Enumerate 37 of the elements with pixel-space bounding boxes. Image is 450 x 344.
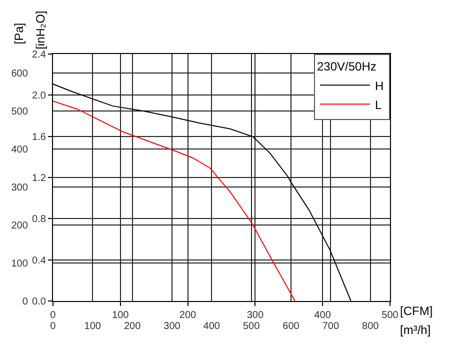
line-series <box>52 100 296 301</box>
y2-tick-label: 2.0 <box>32 90 46 102</box>
x2-tick-label: 400 <box>203 321 220 332</box>
legend-label: H <box>375 78 384 93</box>
y-tick-label: 0 <box>22 296 28 308</box>
y2-axis-title: [inH₂O] <box>33 10 48 50</box>
y2-tick-label: 0.0 <box>32 296 46 308</box>
legend-label: L <box>375 98 382 112</box>
legend-title: 230V/50Hz <box>317 60 376 74</box>
x-tick-label: 300 <box>246 310 264 321</box>
y2-tick-label: 1.6 <box>32 132 46 143</box>
x2-tick-label: 700 <box>322 321 340 332</box>
x-axis-title: [CFM] <box>400 304 433 318</box>
x2-tick-label: 300 <box>164 321 181 332</box>
x-tick-label: 200 <box>179 310 197 321</box>
x2-tick-label: 100 <box>84 321 102 332</box>
y-tick-label: 500 <box>11 106 28 118</box>
x-tick-label: 100 <box>112 310 130 321</box>
x2-tick-label: 800 <box>362 321 380 332</box>
x2-tick-label: 200 <box>124 321 142 332</box>
y2-tick-label: 0.8 <box>32 214 46 226</box>
x2-tick-label: 0 <box>50 321 56 332</box>
y-tick-label: 100 <box>11 258 28 270</box>
x2-axis-title: [m³/h] <box>400 323 431 337</box>
y-tick-label: 300 <box>11 182 28 194</box>
y-axis-title: [Pa] <box>12 22 26 44</box>
x2-tick-label: 600 <box>282 321 300 332</box>
y2-tick-label: 0.4 <box>32 255 46 266</box>
y-tick-label: 600 <box>11 68 28 80</box>
x-tick-label: 500 <box>382 310 399 321</box>
y2-tick-label: 2.4 <box>32 50 46 60</box>
y2-tick-label: 1.2 <box>32 173 46 184</box>
x-tick-label: 0 <box>50 310 56 321</box>
y-tick-label: 200 <box>11 220 28 232</box>
x-tick-label: 400 <box>314 310 332 321</box>
x2-tick-label: 500 <box>242 321 260 332</box>
y-tick-label: 400 <box>11 144 28 156</box>
